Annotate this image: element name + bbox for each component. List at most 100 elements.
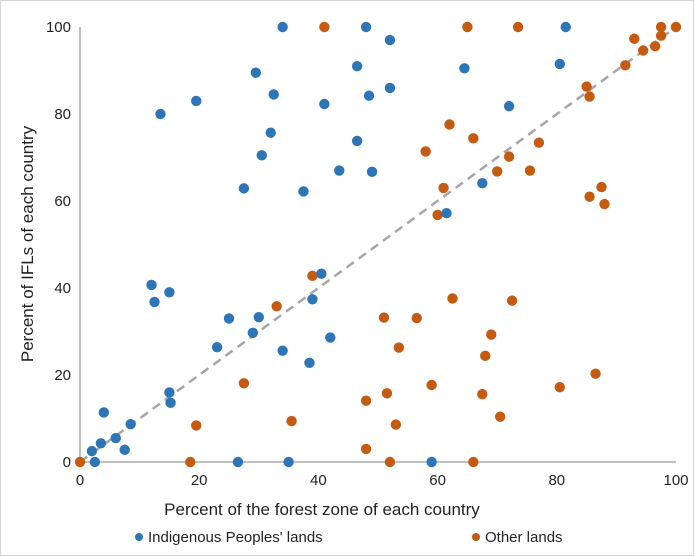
point-other-lands bbox=[319, 21, 330, 33]
point-indigenous-lands bbox=[363, 90, 375, 101]
point-other-lands bbox=[238, 378, 250, 389]
point-indigenous-lands bbox=[110, 432, 121, 444]
point-indigenous-lands bbox=[366, 166, 378, 178]
point-other-lands bbox=[655, 30, 667, 41]
axes bbox=[79, 27, 676, 463]
point-indigenous-lands bbox=[149, 296, 160, 308]
point-other-lands bbox=[185, 456, 196, 468]
point-other-lands bbox=[468, 133, 479, 144]
x-tick-label: 80 bbox=[548, 472, 565, 489]
point-indigenous-lands bbox=[384, 82, 396, 94]
point-indigenous-lands bbox=[164, 387, 175, 398]
legend-marker-other bbox=[472, 533, 480, 541]
point-indigenous-lands bbox=[247, 327, 259, 339]
point-other-lands bbox=[638, 45, 649, 56]
point-other-lands bbox=[360, 443, 372, 455]
point-indigenous-lands bbox=[560, 21, 571, 33]
point-indigenous-lands bbox=[165, 397, 176, 409]
y-tick-label: 60 bbox=[54, 193, 71, 210]
point-indigenous-lands bbox=[211, 341, 223, 353]
point-other-lands bbox=[524, 165, 536, 176]
point-indigenous-lands bbox=[223, 313, 235, 324]
point-indigenous-lands bbox=[426, 456, 437, 468]
point-indigenous-lands bbox=[477, 177, 488, 189]
point-other-lands bbox=[512, 21, 524, 33]
x-tick-label: 0 bbox=[76, 472, 84, 489]
point-other-lands bbox=[411, 312, 422, 324]
point-other-lands bbox=[655, 21, 667, 33]
point-indigenous-lands bbox=[283, 456, 294, 468]
point-indigenous-lands bbox=[238, 183, 250, 194]
point-indigenous-lands bbox=[95, 438, 107, 449]
point-other-lands bbox=[432, 209, 443, 221]
point-other-lands bbox=[486, 329, 497, 340]
x-tick-label: 60 bbox=[429, 472, 446, 489]
legend-label-indigenous: Indigenous Peoples' lands bbox=[148, 529, 323, 546]
point-indigenous-lands bbox=[351, 135, 363, 147]
point-indigenous-lands bbox=[360, 21, 372, 33]
legend-label-other: Other lands bbox=[485, 529, 563, 546]
point-indigenous-lands bbox=[384, 34, 396, 46]
point-indigenous-lands bbox=[503, 100, 515, 112]
point-indigenous-lands bbox=[554, 58, 565, 70]
x-axis-label: Percent of the forest zone of each count… bbox=[164, 500, 480, 519]
point-indigenous-lands bbox=[265, 127, 276, 138]
point-other-lands bbox=[494, 411, 506, 422]
point-other-lands bbox=[581, 81, 592, 92]
point-indigenous-lands bbox=[268, 89, 279, 100]
point-other-lands bbox=[462, 21, 473, 33]
point-indigenous-lands bbox=[146, 279, 157, 291]
tick-labels: 0 20 40 60 80 100 0 20 40 60 80 100 bbox=[46, 19, 689, 489]
legend-marker-indigenous bbox=[135, 533, 143, 541]
point-indigenous-lands bbox=[250, 67, 262, 78]
point-other-lands bbox=[596, 181, 607, 193]
point-other-lands bbox=[503, 151, 515, 162]
point-other-lands bbox=[438, 182, 449, 194]
point-other-lands bbox=[629, 33, 640, 44]
point-other-lands bbox=[506, 295, 518, 306]
point-indigenous-lands bbox=[119, 444, 130, 456]
point-other-lands bbox=[393, 342, 405, 353]
point-other-lands bbox=[360, 395, 372, 406]
y-axis-label: Percent of IFLs of each country bbox=[18, 125, 37, 362]
point-indigenous-lands bbox=[86, 445, 98, 457]
point-indigenous-lands bbox=[277, 21, 288, 33]
point-other-lands bbox=[649, 40, 661, 52]
point-other-lands bbox=[590, 368, 601, 379]
y-tick-label: 0 bbox=[63, 454, 71, 471]
x-tick-label: 100 bbox=[663, 472, 688, 489]
point-other-lands bbox=[271, 301, 282, 312]
point-other-lands bbox=[599, 198, 610, 210]
point-indigenous-lands bbox=[232, 456, 244, 468]
point-indigenous-lands bbox=[307, 294, 318, 305]
point-indigenous-lands bbox=[155, 108, 166, 120]
point-other-lands bbox=[307, 270, 318, 282]
point-indigenous-lands bbox=[191, 95, 202, 107]
point-other-lands bbox=[554, 381, 565, 393]
point-indigenous-lands bbox=[298, 186, 309, 197]
point-indigenous-lands bbox=[304, 357, 315, 369]
point-indigenous-lands bbox=[316, 268, 327, 279]
point-indigenous-lands bbox=[351, 60, 363, 72]
point-other-lands bbox=[584, 91, 595, 102]
point-indigenous-lands bbox=[459, 63, 470, 74]
y-tick-label: 100 bbox=[46, 19, 71, 36]
point-other-lands bbox=[191, 420, 202, 431]
reference-line-1to1 bbox=[79, 25, 677, 464]
point-other-lands bbox=[74, 456, 86, 468]
point-indigenous-lands bbox=[89, 456, 101, 468]
x-tick-label: 40 bbox=[310, 472, 327, 489]
point-other-lands bbox=[420, 146, 431, 157]
point-indigenous-lands bbox=[253, 311, 264, 323]
point-other-lands bbox=[286, 415, 297, 427]
point-indigenous-lands bbox=[325, 332, 336, 343]
point-other-lands bbox=[390, 419, 402, 430]
point-indigenous-lands bbox=[256, 150, 267, 161]
point-other-lands bbox=[480, 350, 491, 362]
point-other-lands bbox=[468, 456, 479, 468]
point-indigenous-lands bbox=[277, 345, 288, 356]
point-other-lands bbox=[620, 60, 631, 71]
point-indigenous-lands bbox=[334, 165, 345, 176]
